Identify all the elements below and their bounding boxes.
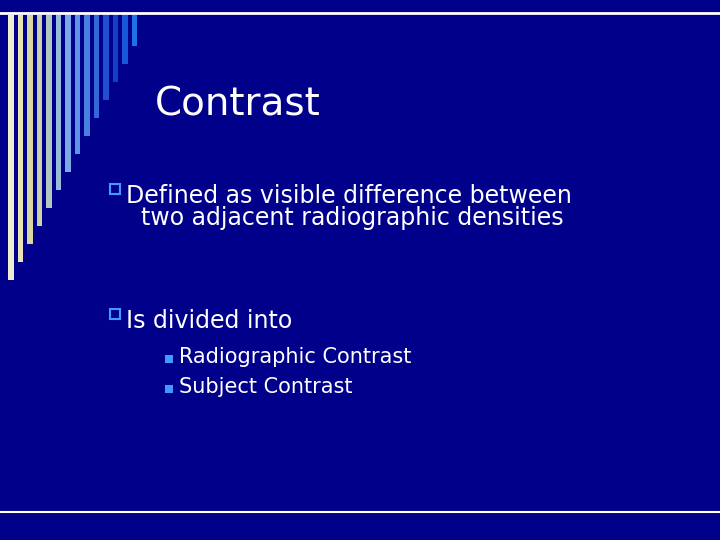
Bar xyxy=(17,15,23,262)
Bar xyxy=(74,15,80,154)
Bar xyxy=(103,15,109,100)
Bar xyxy=(132,15,137,46)
Bar xyxy=(46,15,52,208)
Bar xyxy=(110,309,120,319)
Text: Subject Contrast: Subject Contrast xyxy=(179,377,353,397)
Bar xyxy=(110,184,120,194)
Text: Radiographic Contrast: Radiographic Contrast xyxy=(179,347,411,367)
Bar xyxy=(84,15,89,136)
Bar xyxy=(55,15,61,190)
Bar xyxy=(94,15,99,118)
Text: two adjacent radiographic densities: two adjacent radiographic densities xyxy=(126,206,564,230)
Bar xyxy=(165,355,173,363)
Text: Is divided into: Is divided into xyxy=(126,309,292,333)
Bar xyxy=(165,385,173,393)
Bar xyxy=(27,15,32,244)
Text: Contrast: Contrast xyxy=(155,85,320,123)
Bar xyxy=(37,15,42,226)
Text: Defined as visible difference between: Defined as visible difference between xyxy=(126,184,572,208)
Bar xyxy=(65,15,71,172)
Bar xyxy=(112,15,118,82)
Bar xyxy=(8,15,14,280)
Bar xyxy=(122,15,127,64)
